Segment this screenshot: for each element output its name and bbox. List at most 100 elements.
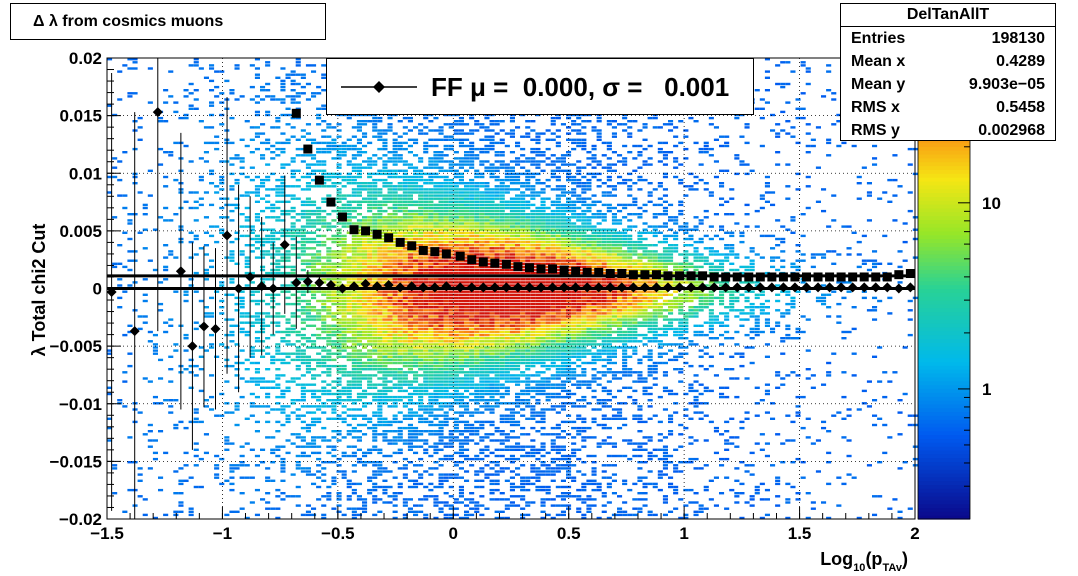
heatmap-cell [469, 293, 475, 296]
heatmap-cell [428, 364, 434, 368]
heatmap-cell [290, 228, 296, 231]
heatmap-cell [331, 315, 337, 318]
heatmap-cell [346, 172, 352, 176]
heatmap-cell [464, 330, 470, 334]
heatmap-cell [351, 247, 357, 250]
heatmap-cell [433, 448, 439, 451]
heatmap-cell [377, 464, 383, 467]
heatmap-cell [413, 222, 419, 225]
heatmap-cell [152, 346, 158, 349]
heatmap-cell [275, 402, 281, 405]
heatmap-cell [499, 151, 505, 154]
heatmap-cell [214, 476, 220, 479]
heatmap-cell [290, 89, 296, 92]
heatmap-cell [280, 151, 286, 154]
heatmap-cell [453, 194, 459, 197]
heatmap-cell [173, 290, 179, 293]
heatmap-cell [311, 417, 317, 420]
heatmap-cell [423, 498, 429, 501]
heatmap-cell [392, 169, 398, 172]
heatmap-cell [249, 85, 255, 89]
heatmap-cell [494, 312, 500, 315]
heatmap-cell [504, 169, 510, 172]
heatmap-cell [270, 206, 276, 210]
heatmap-cell [356, 457, 362, 461]
heatmap-cell [392, 278, 398, 281]
heatmap-cell [290, 247, 296, 250]
heatmap-cell [152, 228, 158, 231]
heatmap-cell [295, 436, 301, 439]
heatmap-cell [229, 253, 235, 256]
heatmap-cell [458, 349, 464, 352]
heatmap-cell [499, 374, 505, 377]
heatmap-cell [397, 377, 403, 380]
heatmap-cell [504, 380, 510, 383]
heatmap-cell [341, 234, 347, 238]
heatmap-cell [219, 281, 225, 284]
heatmap-cell [479, 358, 485, 362]
heatmap-cell [418, 290, 424, 293]
heatmap-cell [321, 426, 327, 430]
heatmap-cell [428, 312, 434, 315]
heatmap-cell [453, 120, 459, 123]
heatmap-cell [193, 234, 199, 238]
heatmap-cell [494, 392, 500, 396]
heatmap-cell [117, 306, 123, 309]
heatmap-cell [305, 247, 311, 250]
heatmap-cell [158, 216, 164, 219]
heatmap-cell [316, 436, 322, 439]
heatmap-cell [448, 507, 454, 510]
heatmap-cell [474, 240, 480, 244]
heatmap-cell [464, 352, 470, 355]
heatmap-cell [469, 327, 475, 331]
heatmap-cell [249, 290, 255, 293]
heatmap-cell [367, 386, 373, 389]
heatmap-cell [443, 330, 449, 334]
heatmap-cell [418, 244, 424, 247]
heatmap-cell [346, 225, 352, 228]
heatmap-cell [504, 306, 510, 309]
heatmap-cell [499, 327, 505, 331]
heatmap-cell [372, 312, 378, 315]
heatmap-cell [336, 293, 342, 296]
heatmap-cell [367, 352, 373, 355]
heatmap-cell [316, 364, 322, 368]
heatmap-cell [443, 327, 449, 331]
heatmap-cell [275, 454, 281, 458]
heatmap-cell [489, 423, 495, 427]
heatmap-cell [285, 318, 291, 321]
heatmap-cell [382, 364, 388, 368]
heatmap-cell [443, 209, 449, 213]
heatmap-cell [351, 454, 357, 458]
heatmap-cell [265, 492, 271, 495]
heatmap-cell [321, 467, 327, 470]
heatmap-cell [346, 216, 352, 219]
heatmap-cell [479, 343, 485, 346]
heatmap-cell [407, 417, 413, 420]
heatmap-cell [469, 203, 475, 207]
heatmap-cell [311, 324, 317, 327]
heatmap-cell [234, 467, 240, 470]
heatmap-cell [382, 290, 388, 293]
heatmap-cell [428, 265, 434, 269]
heatmap-cell [402, 284, 408, 287]
heatmap-cell [428, 244, 434, 247]
heatmap-cell [479, 355, 485, 358]
heatmap-cell [407, 352, 413, 355]
heatmap-cell [356, 296, 362, 300]
heatmap-cell [469, 188, 475, 191]
heatmap-cell [260, 228, 266, 231]
heatmap-cell [474, 352, 480, 355]
heatmap-cell [433, 213, 439, 216]
heatmap-cell [443, 340, 449, 343]
heatmap-cell [438, 464, 444, 467]
heatmap-cell [387, 420, 393, 424]
heatmap-cell [158, 377, 164, 380]
heatmap-cell [458, 492, 464, 495]
heatmap-cell [270, 231, 276, 234]
heatmap-cell [433, 330, 439, 334]
heatmap-cell [367, 312, 373, 315]
heatmap-cell [377, 392, 383, 396]
heatmap-cell [331, 454, 337, 458]
heatmap-cell [382, 253, 388, 256]
